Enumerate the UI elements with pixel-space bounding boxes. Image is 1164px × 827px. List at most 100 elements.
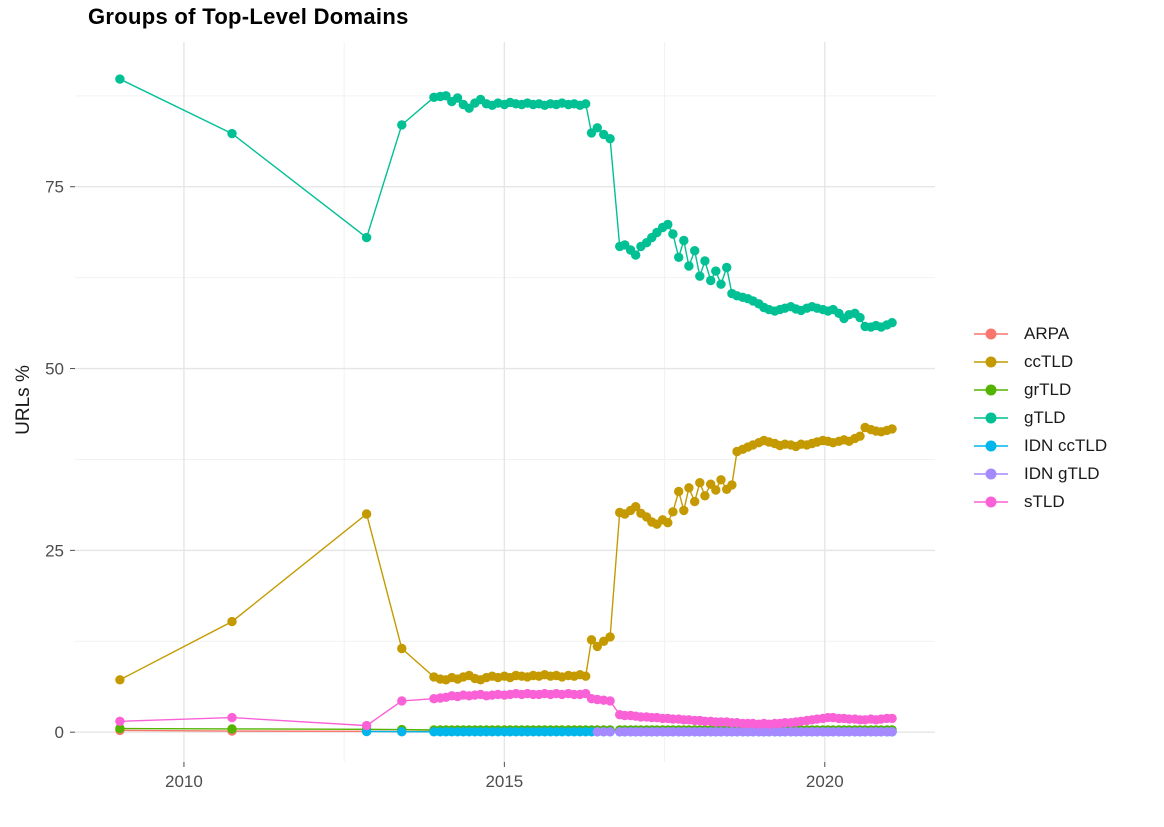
legend-key-dot — [985, 356, 997, 368]
legend-key-icon — [974, 468, 1008, 480]
data-point — [227, 724, 237, 734]
y-tick-label: 0 — [55, 723, 64, 742]
data-point — [855, 431, 865, 441]
chart-title: Groups of Top-Level Domains — [88, 4, 409, 29]
data-point — [716, 475, 726, 485]
data-point — [227, 616, 237, 627]
data-point — [855, 312, 865, 323]
legend-key-icon — [974, 440, 1008, 452]
legend-label: grTLD — [1024, 380, 1072, 399]
data-point — [887, 424, 897, 434]
data-point — [711, 485, 721, 495]
data-point — [700, 256, 710, 266]
y-tick-label: 50 — [45, 360, 64, 379]
data-point — [663, 518, 673, 528]
data-point — [397, 643, 407, 654]
series-line — [119, 78, 893, 328]
data-point — [674, 252, 684, 262]
data-point — [361, 509, 372, 519]
data-point — [592, 641, 602, 652]
data-point — [695, 271, 705, 281]
data-point — [679, 235, 689, 246]
data-point — [115, 675, 125, 685]
x-tick-label: 2015 — [485, 772, 523, 791]
data-point — [397, 727, 407, 737]
data-point — [605, 696, 615, 706]
x-tick-label: 2010 — [165, 772, 203, 791]
legend-label: ccTLD — [1024, 352, 1074, 371]
data-point — [361, 232, 372, 243]
legend-label: ARPA — [1024, 324, 1070, 343]
legend-key-dot — [985, 384, 997, 396]
data-point — [727, 480, 737, 490]
legend-key-icon — [974, 384, 1008, 396]
data-point — [581, 671, 591, 681]
data-point — [684, 261, 694, 271]
data-point — [441, 91, 451, 101]
data-point — [668, 507, 678, 517]
series-cctld — [115, 422, 897, 685]
data-point — [690, 496, 700, 507]
legend-item-arpa: ARPA — [972, 320, 1107, 348]
legend-item-idn-cctld: IDN ccTLD — [972, 432, 1107, 460]
data-point — [695, 478, 705, 488]
data-point — [605, 632, 615, 642]
data-point — [887, 318, 897, 328]
data-point — [690, 246, 700, 256]
data-point — [684, 483, 694, 493]
legend-label: IDN ccTLD — [1024, 436, 1108, 455]
legend-label: sTLD — [1024, 492, 1065, 511]
data-point — [605, 727, 615, 737]
data-point — [227, 128, 237, 139]
data-point — [397, 696, 407, 706]
legend-item-cctld: ccTLD — [972, 348, 1107, 376]
data-point — [115, 723, 125, 734]
data-point — [581, 99, 591, 109]
data-point — [631, 502, 641, 512]
data-point — [700, 491, 710, 501]
data-point — [663, 219, 673, 230]
legend-item-grtld: grTLD — [972, 376, 1107, 404]
data-point — [722, 262, 732, 273]
legend-key-icon — [974, 328, 1008, 340]
axes: 2010 2015 2020 0 25 50 75 — [45, 178, 844, 791]
grid-major — [75, 42, 935, 762]
data-point — [668, 229, 678, 239]
legend: ARPA ccTLD grTLD gTLD IDN ccTLD IDN gTLD sTLD — [972, 320, 1107, 516]
legend-key-dot — [985, 440, 997, 452]
legend-key-dot — [985, 496, 997, 508]
legend-key-icon — [974, 496, 1008, 508]
x-tick-label: 2020 — [806, 772, 844, 791]
series-stld — [115, 688, 897, 731]
legend-key-dot — [985, 468, 997, 480]
data-point — [227, 712, 237, 723]
y-tick-label: 75 — [45, 178, 64, 197]
data-point — [452, 93, 463, 103]
data-point — [887, 713, 897, 724]
data-point — [706, 275, 716, 286]
data-point — [631, 250, 641, 260]
data-point — [605, 134, 615, 144]
legend-key-dot — [985, 328, 997, 340]
data-point — [115, 716, 125, 726]
data-point — [711, 266, 721, 276]
data-point — [115, 74, 125, 84]
data-point — [592, 123, 602, 133]
data-point — [887, 727, 897, 737]
legend-label: IDN gTLD — [1024, 464, 1100, 483]
data-point — [716, 279, 726, 289]
data-point — [674, 486, 684, 497]
legend-key-icon — [974, 356, 1008, 368]
data-point — [361, 720, 372, 731]
legend-key-icon — [974, 412, 1008, 424]
y-tick-label: 25 — [45, 541, 64, 560]
legend-item-stld: sTLD — [972, 488, 1107, 516]
series-line — [119, 426, 893, 681]
series-gtld — [115, 74, 897, 332]
legend-key-dot — [985, 412, 997, 424]
data-point — [397, 120, 407, 130]
legend-label: gTLD — [1024, 408, 1066, 427]
data-point — [679, 505, 689, 516]
